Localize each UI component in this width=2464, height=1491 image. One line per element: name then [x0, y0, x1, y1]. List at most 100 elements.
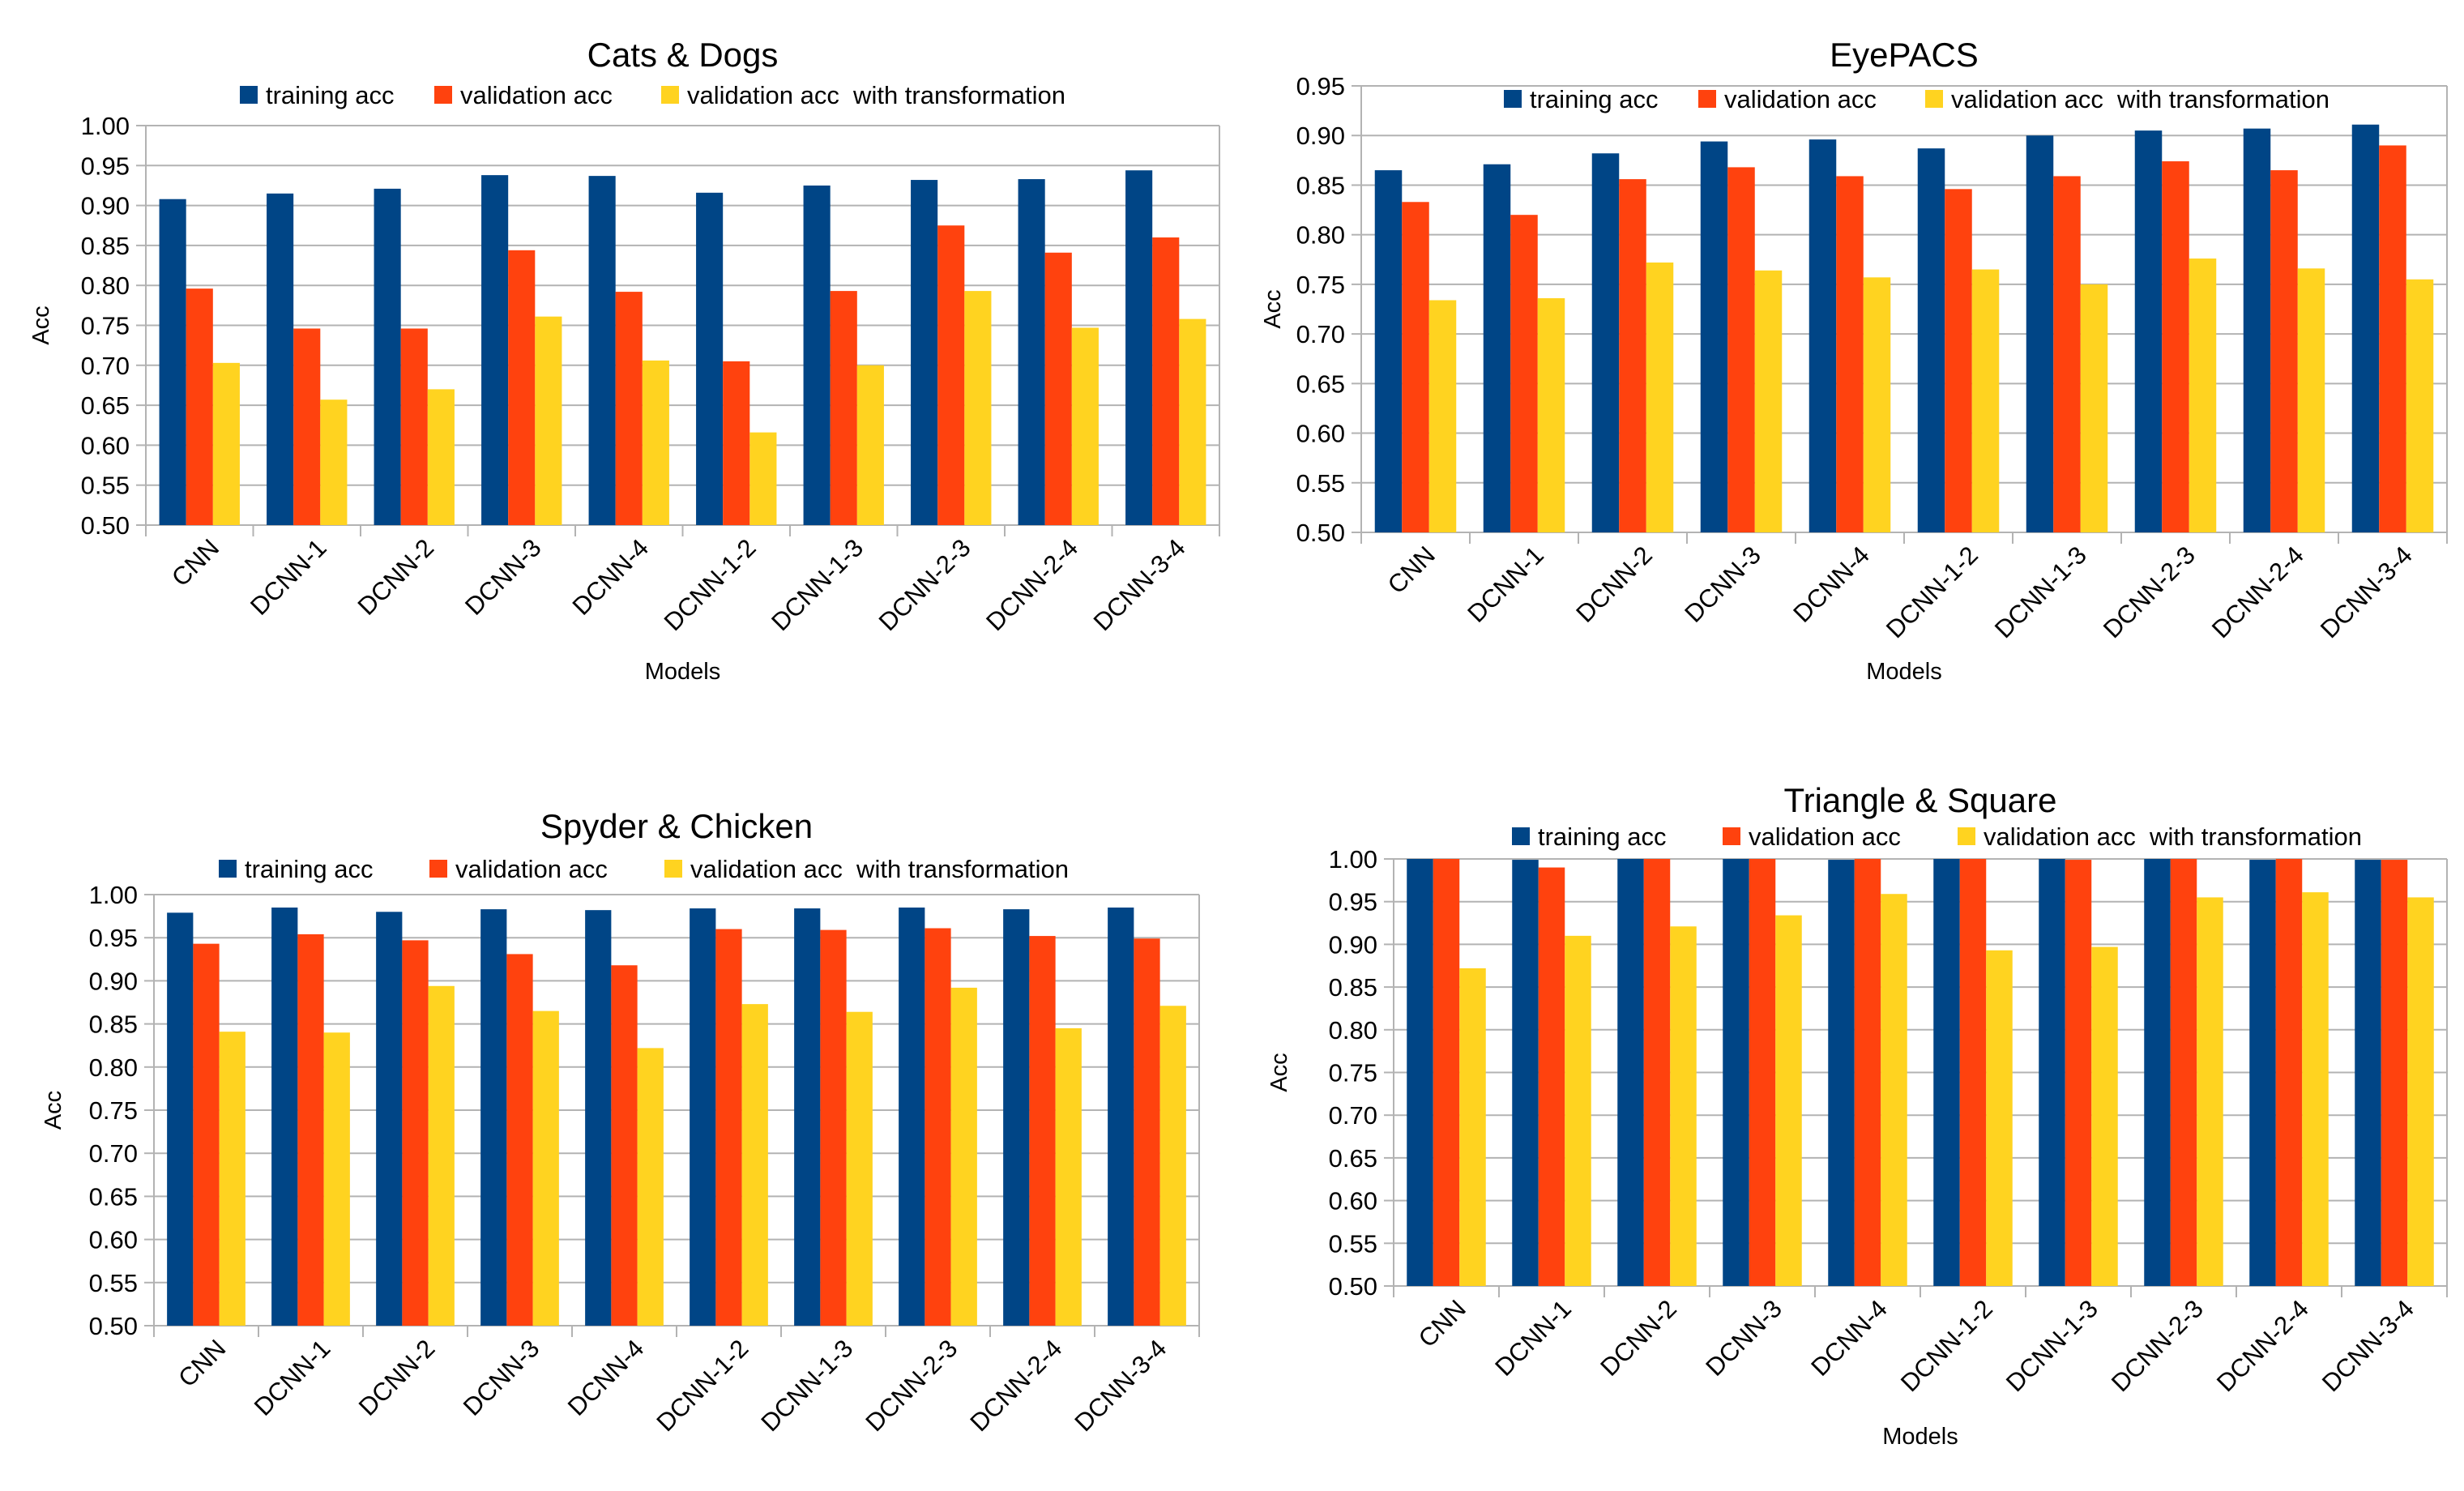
bar-transform [2407, 897, 2434, 1286]
bar-transform [1565, 935, 1591, 1286]
bar-training [2243, 128, 2271, 532]
bar-training [271, 907, 298, 1326]
chart-title: Triangle & Square [1784, 781, 2057, 819]
x-tick-label: DCNN-2 [353, 1334, 441, 1421]
y-tick-label: 0.95 [1296, 72, 1345, 100]
bar-transform [1646, 262, 1674, 532]
y-tick-label: 0.65 [81, 391, 130, 420]
legend-swatch [434, 86, 452, 104]
chart-svg: EyePACS training acc validation acc validat… [1260, 36, 2448, 685]
bar-validation [937, 225, 965, 525]
x-tick-label: DCNN-1-3 [2001, 1294, 2103, 1397]
y-tick-label: 1.00 [81, 112, 130, 140]
y-tick-label: 0.60 [1329, 1187, 1377, 1215]
y-tick-label: 0.55 [1296, 469, 1345, 498]
x-tick-label: DCNN-3-4 [1069, 1334, 1172, 1437]
x-tick-label: DCNN-2-3 [860, 1334, 963, 1437]
bar-transform [1459, 968, 1486, 1286]
bar-validation [508, 250, 536, 525]
chart-svg: Cats & Dogs training acc validation acc val… [28, 36, 1220, 685]
bar-training [159, 199, 186, 525]
y-tick-label: 0.60 [89, 1226, 138, 1254]
bar-transform [964, 291, 992, 525]
chart-triangle-square: Triangle & Square training acc validation … [1232, 746, 2464, 1491]
bar-training [690, 908, 716, 1326]
bar-training [911, 180, 938, 525]
bar-training [585, 910, 612, 1326]
bar-validation [193, 943, 220, 1326]
legend-label: training acc [1538, 822, 1667, 851]
y-tick-label: 0.95 [1329, 888, 1377, 916]
bar-training [1018, 179, 1045, 525]
legend-swatch [661, 86, 679, 104]
legend-swatch [1512, 827, 1530, 845]
bar-transform [749, 432, 777, 525]
legend-swatch [1958, 827, 1975, 845]
bar-transform [1775, 915, 1802, 1286]
bar-transform [1537, 298, 1565, 532]
x-tick-label: DCNN-1 [249, 1334, 336, 1421]
bar-transform [2406, 279, 2434, 532]
x-tick-label: DCNN-3-4 [2315, 540, 2418, 643]
bar-training [588, 176, 616, 526]
x-tick-label: DCNN-3 [1679, 540, 1766, 628]
x-tick-label: CNN [1382, 540, 1441, 599]
x-tick-label: DCNN-3 [459, 533, 547, 621]
legend-swatch [664, 860, 682, 878]
x-tick-label: DCNN-1-3 [1989, 540, 2092, 643]
bar-transform [2091, 946, 2118, 1286]
bar-training [696, 192, 724, 525]
legend-label: validation acc with transformation [1951, 85, 2329, 113]
x-axis-title: Models [1882, 1424, 1958, 1450]
y-tick-label: 0.60 [1296, 420, 1345, 448]
x-tick-label: DCNN-2-4 [980, 533, 1083, 636]
y-tick-label: 0.50 [1296, 519, 1345, 547]
x-axis-title: Models [1866, 659, 1942, 685]
y-tick-label: 0.80 [89, 1053, 138, 1082]
bar-validation [2379, 145, 2406, 532]
chart-title: Cats & Dogs [587, 36, 779, 74]
bar-validation [1538, 867, 1565, 1286]
bar-validation [1029, 936, 1056, 1326]
y-tick-label: 0.55 [81, 472, 130, 500]
bar-training [2351, 124, 2380, 532]
bar-transform [1670, 926, 1697, 1286]
legend-label: validation acc with transformation [687, 81, 1065, 109]
bar-transform [323, 1032, 350, 1326]
bar-validation [400, 328, 428, 525]
x-tick-label: DCNN-4 [567, 533, 655, 621]
y-tick-label: 0.50 [1329, 1272, 1377, 1301]
bar-training [1003, 909, 1030, 1326]
y-tick-label: 0.75 [81, 312, 130, 340]
bar-training [2144, 859, 2171, 1286]
bar-training [2039, 859, 2065, 1286]
bar-validation [611, 965, 638, 1326]
bar-training [1108, 907, 1134, 1326]
x-tick-label: DCNN-1-3 [766, 533, 869, 636]
x-tick-label: DCNN-3 [1700, 1294, 1787, 1382]
y-axis-title: Acc [1260, 289, 1286, 328]
bar-training [481, 175, 509, 525]
y-tick-label: 0.90 [1329, 930, 1377, 959]
y-tick-label: 0.90 [1296, 122, 1345, 150]
x-tick-label: DCNN-2-3 [873, 533, 976, 636]
x-tick-label: DCNN-3-4 [1088, 533, 1191, 636]
bar-transform [1971, 269, 2000, 532]
legend-swatch [429, 860, 447, 878]
bar-transform [2189, 258, 2217, 532]
bar-training [1483, 164, 1511, 532]
x-tick-label: DCNN-2-4 [2211, 1294, 2314, 1397]
bar-training [803, 185, 831, 525]
bar-training [2249, 860, 2276, 1286]
x-tick-label: DCNN-2-3 [2098, 540, 2201, 643]
bar-validation [1510, 215, 1538, 532]
bar-transform [1159, 1006, 1186, 1326]
bar-training [2026, 135, 2054, 532]
bar-training [2134, 130, 2163, 532]
bar-validation [1402, 202, 1429, 532]
y-tick-label: 0.85 [81, 232, 130, 260]
legend-label: training acc [1530, 85, 1659, 113]
y-tick-label: 0.70 [1329, 1101, 1377, 1130]
y-tick-label: 0.50 [89, 1312, 138, 1340]
bar-validation [1433, 859, 1460, 1286]
